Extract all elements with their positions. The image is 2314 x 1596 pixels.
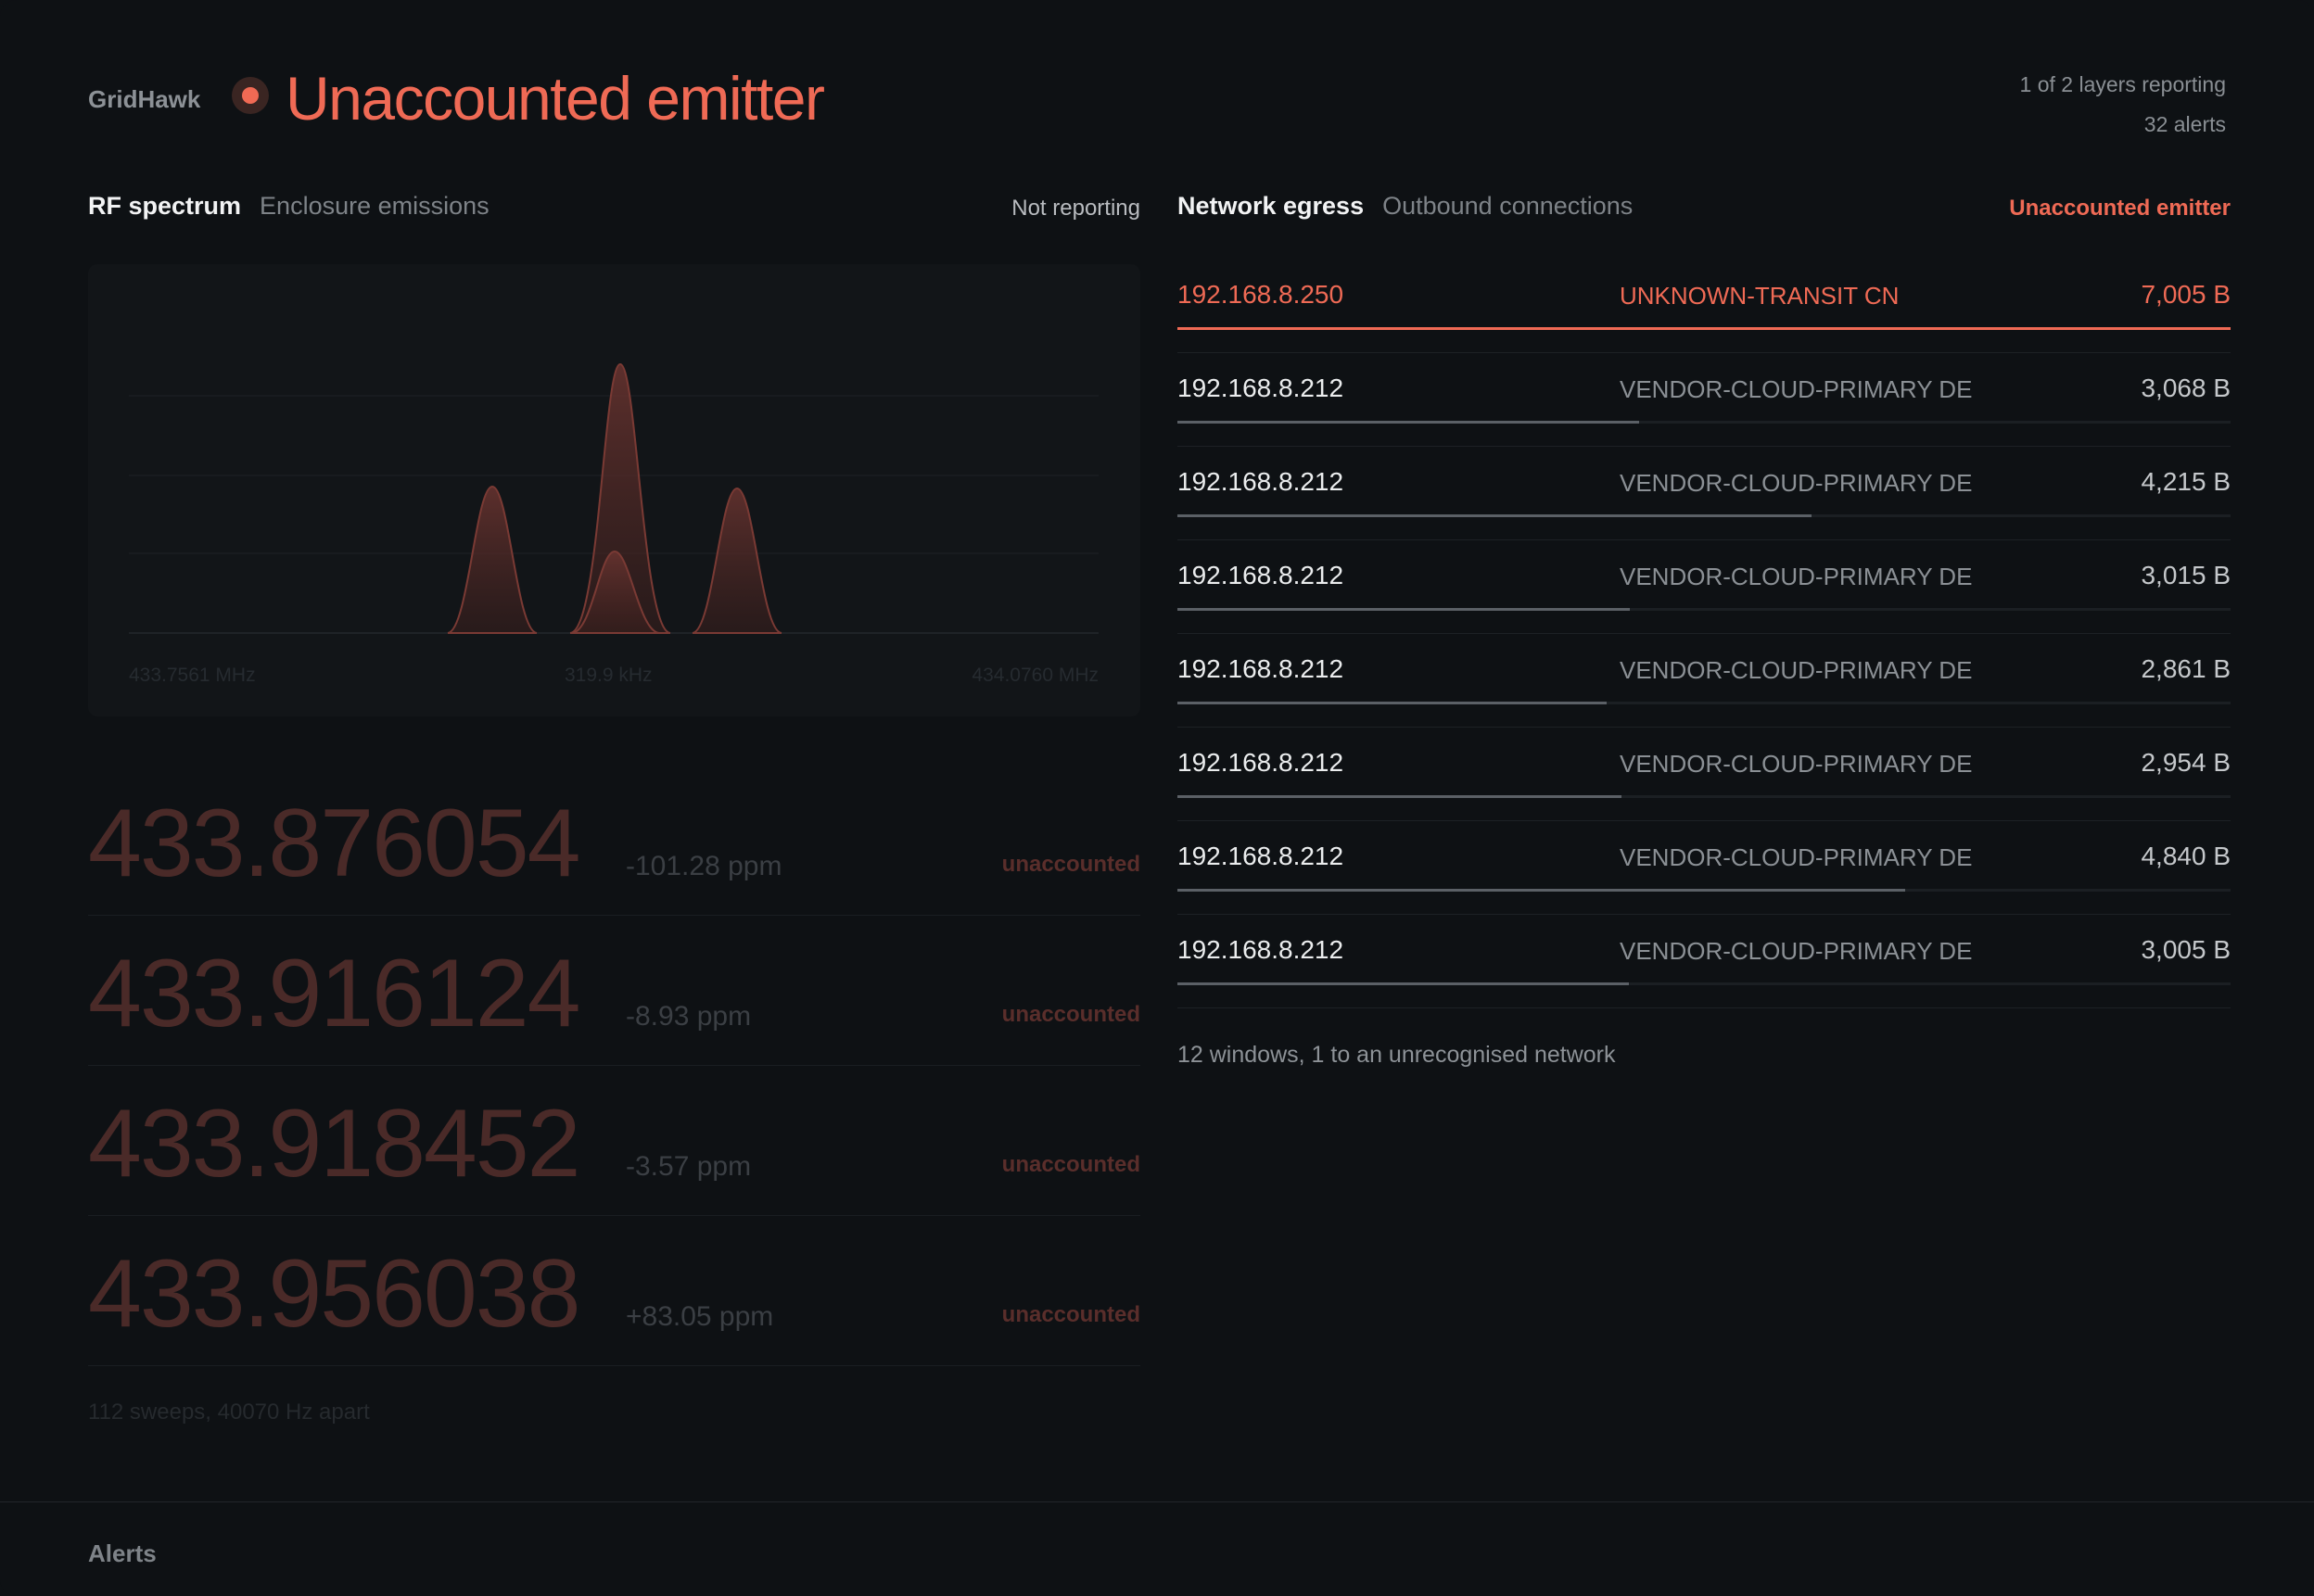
spectrum-peak-1 bbox=[447, 485, 538, 634]
egress-bar-fill bbox=[1177, 514, 1812, 517]
alerts-section: Alerts bbox=[0, 1501, 2314, 1596]
egress-bytes: 3,015 B bbox=[2141, 561, 2231, 589]
egress-bytes: 2,954 B bbox=[2141, 748, 2231, 777]
egress-summary: 12 windows, 1 to an unrecognised network bbox=[1177, 1042, 1616, 1068]
emitter-frequency: 433.956038 bbox=[88, 1240, 580, 1348]
emitter-frequency: 433.916124 bbox=[88, 940, 580, 1047]
egress-bar bbox=[1177, 702, 2231, 704]
egress-bar bbox=[1177, 421, 2231, 424]
egress-ip: 192.168.8.212 bbox=[1177, 748, 1344, 777]
egress-row[interactable]: 192.168.8.212 VENDOR-CLOUD-PRIMARY DE 4,… bbox=[1177, 821, 2231, 915]
emitter-state: unaccounted bbox=[1001, 852, 1140, 877]
egress-network: VENDOR-CLOUD-PRIMARY DE bbox=[1620, 469, 1973, 497]
egress-ip: 192.168.8.212 bbox=[1177, 467, 1344, 496]
egress-network: VENDOR-CLOUD-PRIMARY DE bbox=[1620, 656, 1973, 684]
rf-panel-subtitle: Enclosure emissions bbox=[260, 192, 490, 220]
egress-bar bbox=[1177, 327, 2231, 330]
egress-bar-fill bbox=[1177, 327, 2231, 330]
egress-ip: 192.168.8.212 bbox=[1177, 561, 1344, 589]
egress-ip: 192.168.8.212 bbox=[1177, 842, 1344, 870]
emitter-ppm: +83.05 ppm bbox=[626, 1301, 774, 1332]
rf-status: Not reporting bbox=[1011, 196, 1140, 221]
emitter-frequency: 433.918452 bbox=[88, 1090, 580, 1197]
axis-label-right: 434.0760 MHz bbox=[972, 665, 1099, 686]
emitter-row[interactable]: 433.876054 -101.28 ppm unaccounted bbox=[88, 765, 1140, 916]
egress-row[interactable]: 192.168.8.212 VENDOR-CLOUD-PRIMARY DE 3,… bbox=[1177, 915, 2231, 1008]
egress-ip: 192.168.8.212 bbox=[1177, 935, 1344, 964]
egress-row[interactable]: 192.168.8.212 VENDOR-CLOUD-PRIMARY DE 2,… bbox=[1177, 728, 2231, 821]
egress-bytes: 4,840 B bbox=[2141, 842, 2231, 870]
status-indicator-icon bbox=[232, 77, 269, 114]
emitter-ppm: -101.28 ppm bbox=[626, 851, 782, 881]
layers-reporting: 1 of 2 layers reporting bbox=[2019, 72, 2226, 96]
egress-network: VENDOR-CLOUD-PRIMARY DE bbox=[1620, 375, 1973, 403]
egress-bytes: 7,005 B bbox=[2141, 280, 2231, 309]
egress-bytes: 3,005 B bbox=[2141, 935, 2231, 964]
emitter-frequency: 433.876054 bbox=[88, 790, 580, 897]
brand-name[interactable]: GridHawk bbox=[88, 85, 201, 113]
egress-row[interactable]: 192.168.8.212 VENDOR-CLOUD-PRIMARY DE 4,… bbox=[1177, 447, 2231, 540]
alerts-count[interactable]: 32 alerts bbox=[2143, 112, 2226, 136]
spectrum-peak-3 bbox=[571, 550, 660, 634]
egress-bar bbox=[1177, 514, 2231, 517]
egress-bar-fill bbox=[1177, 795, 1622, 798]
axis-label-left: 433.7561 MHz bbox=[129, 665, 256, 686]
alerts-title[interactable]: Alerts bbox=[88, 1539, 157, 1567]
egress-row[interactable]: 192.168.8.250 UNKNOWN-TRANSIT CN 7,005 B bbox=[1177, 260, 2231, 353]
egress-ip: 192.168.8.212 bbox=[1177, 654, 1344, 683]
egress-bytes: 2,861 B bbox=[2141, 654, 2231, 683]
emitter-state: unaccounted bbox=[1001, 1002, 1140, 1027]
network-panel-subtitle: Outbound connections bbox=[1382, 192, 1634, 220]
egress-bar-fill bbox=[1177, 889, 1905, 892]
egress-bar-fill bbox=[1177, 702, 1608, 704]
egress-bar bbox=[1177, 889, 2231, 892]
egress-bar bbox=[1177, 795, 2231, 798]
network-status: Unaccounted emitter bbox=[2009, 196, 2231, 221]
spectrum-peak-2 bbox=[569, 362, 671, 634]
egress-bar bbox=[1177, 608, 2231, 611]
egress-bytes: 4,215 B bbox=[2141, 467, 2231, 496]
rf-spectrum-plot: 433.7561 MHz 319.9 kHz 434.0760 MHz bbox=[88, 264, 1140, 716]
network-panel-header: Network egress Outbound connections Unacc… bbox=[1177, 192, 2231, 225]
egress-network: VENDOR-CLOUD-PRIMARY DE bbox=[1620, 843, 1973, 871]
emitter-state: unaccounted bbox=[1001, 1152, 1140, 1177]
egress-bytes: 3,068 B bbox=[2141, 374, 2231, 402]
egress-network: VENDOR-CLOUD-PRIMARY DE bbox=[1620, 937, 1973, 965]
egress-row[interactable]: 192.168.8.212 VENDOR-CLOUD-PRIMARY DE 2,… bbox=[1177, 634, 2231, 728]
emitter-ppm: -3.57 ppm bbox=[626, 1151, 752, 1182]
spectrum-peak-4 bbox=[692, 487, 782, 634]
emitter-row[interactable]: 433.916124 -8.93 ppm unaccounted bbox=[88, 915, 1140, 1066]
header-meta: 1 of 2 layers reporting 32 alerts bbox=[2020, 65, 2226, 145]
sweep-summary: 112 sweeps, 40070 Hz apart bbox=[88, 1400, 370, 1425]
egress-ip: 192.168.8.212 bbox=[1177, 374, 1344, 402]
status-dot bbox=[242, 87, 259, 104]
egress-bar-fill bbox=[1177, 982, 1630, 985]
network-panel-title: Network egress bbox=[1177, 192, 1365, 220]
egress-network: VENDOR-CLOUD-PRIMARY DE bbox=[1620, 563, 1973, 590]
egress-bar bbox=[1177, 982, 2231, 985]
emitter-ppm: -8.93 ppm bbox=[626, 1001, 752, 1032]
egress-row[interactable]: 192.168.8.212 VENDOR-CLOUD-PRIMARY DE 3,… bbox=[1177, 540, 2231, 634]
rf-panel-header: RF spectrum Enclosure emissions Not repor… bbox=[88, 192, 1140, 225]
emitter-row[interactable]: 433.956038 +83.05 ppm unaccounted bbox=[88, 1215, 1140, 1366]
egress-row[interactable]: 192.168.8.212 VENDOR-CLOUD-PRIMARY DE 3,… bbox=[1177, 353, 2231, 447]
spectrum-svg bbox=[129, 362, 1099, 634]
egress-ip: 192.168.8.250 bbox=[1177, 280, 1344, 309]
emitter-state: unaccounted bbox=[1001, 1302, 1140, 1327]
egress-network: VENDOR-CLOUD-PRIMARY DE bbox=[1620, 750, 1973, 778]
axis-label-span: 319.9 kHz bbox=[565, 665, 653, 686]
page-title: Unaccounted emitter bbox=[286, 64, 825, 133]
egress-bar-fill bbox=[1177, 421, 1639, 424]
egress-bar-fill bbox=[1177, 608, 1631, 611]
egress-network: UNKNOWN-TRANSIT CN bbox=[1620, 282, 1900, 310]
header: GridHawk Unaccounted emitter 1 of 2 laye… bbox=[88, 64, 2226, 136]
rf-panel-title: RF spectrum bbox=[88, 192, 242, 220]
emitter-row[interactable]: 433.918452 -3.57 ppm unaccounted bbox=[88, 1065, 1140, 1216]
